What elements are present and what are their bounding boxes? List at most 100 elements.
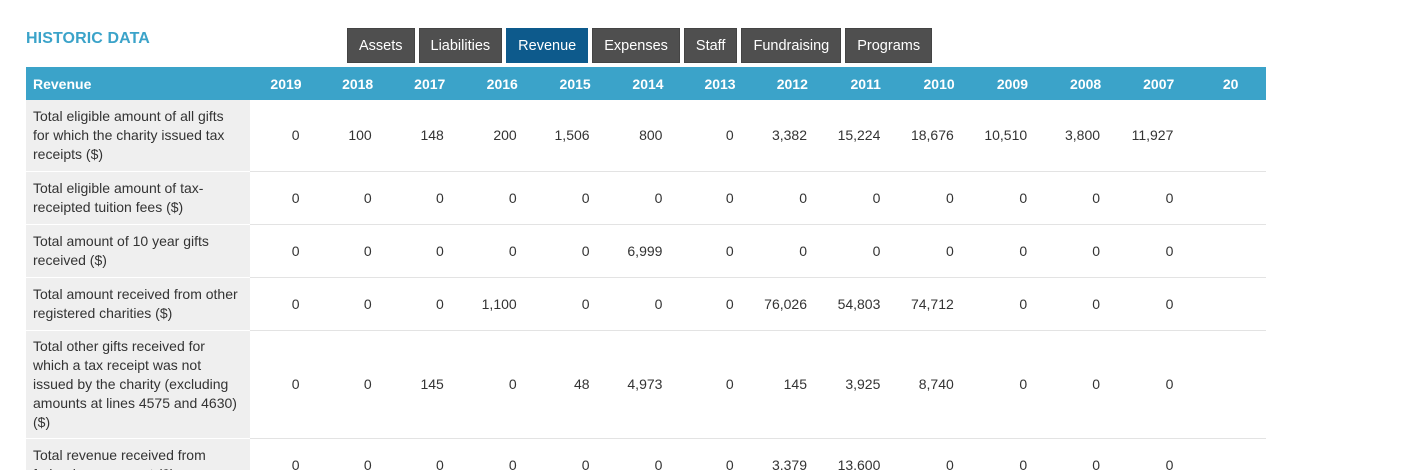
- table-cell: 0: [902, 438, 976, 470]
- table-cell: 3,800: [1049, 100, 1123, 172]
- tab-revenue[interactable]: Revenue: [506, 28, 589, 63]
- tab-programs[interactable]: Programs: [845, 28, 933, 63]
- table-cell: [1195, 277, 1266, 331]
- year-header: 2016: [465, 67, 539, 100]
- tab-assets[interactable]: Assets: [347, 28, 415, 63]
- table-cell: 148: [393, 100, 466, 172]
- table-cell: 0: [1049, 277, 1123, 331]
- table-cell: 0: [465, 330, 539, 439]
- year-header: 2019: [250, 67, 322, 100]
- table-cell: 0: [250, 330, 322, 439]
- page-title: HISTORIC DATA: [26, 30, 150, 47]
- row-label: Total amount of 10 year gifts received (…: [26, 224, 251, 278]
- tab-expenses[interactable]: Expenses: [592, 28, 680, 63]
- table-cell: 18,676: [902, 100, 976, 172]
- table-cell: 0: [465, 224, 539, 278]
- year-header: 2017: [393, 67, 466, 100]
- table-cell: 0: [250, 100, 322, 172]
- table-cell: 0: [321, 330, 394, 439]
- table-header-row: Revenue 2019 2018 2017 2016 2015 2014 2013 2012…: [26, 67, 1266, 100]
- table-cell: 0: [1049, 330, 1123, 439]
- table-cell: 0: [321, 438, 394, 470]
- table-cell: 15,224: [829, 100, 903, 172]
- table-row: Total eligible amount of all gifts for w…: [26, 100, 1266, 172]
- historic-data-table-container[interactable]: Revenue 2019 2018 2017 2016 2015 2014 2013 2012…: [26, 67, 1266, 470]
- year-header: 2010: [902, 67, 976, 100]
- table-cell: 0: [465, 438, 539, 470]
- year-header: 2015: [538, 67, 612, 100]
- year-header: 20: [1195, 67, 1266, 100]
- table-cell: 0: [684, 438, 756, 470]
- table-cell: 0: [321, 171, 394, 225]
- table-cell: 0: [1122, 438, 1196, 470]
- table-cell: 0: [611, 171, 685, 225]
- year-header: 2009: [975, 67, 1050, 100]
- table-cell: 0: [321, 224, 394, 278]
- year-header: 2011: [829, 67, 903, 100]
- table-cell: 0: [538, 438, 612, 470]
- table-cell: 0: [684, 100, 756, 172]
- table-cell: 0: [538, 277, 612, 331]
- table-cell: 1,100: [465, 277, 539, 331]
- tab-fundraising[interactable]: Fundraising: [741, 28, 842, 63]
- tab-liabilities[interactable]: Liabilities: [418, 28, 503, 63]
- table-cell: 4,973: [611, 330, 685, 439]
- table-row: Total eligible amount of tax-receipted t…: [26, 171, 1266, 225]
- table-cell: 48: [538, 330, 612, 439]
- table-cell: 0: [393, 171, 466, 225]
- table-cell: 3,925: [829, 330, 903, 439]
- table-cell: 76,026: [755, 277, 829, 331]
- table-cell: 0: [250, 171, 322, 225]
- year-header: 2012: [755, 67, 829, 100]
- table-cell: 0: [755, 224, 829, 278]
- table-cell: 0: [250, 277, 322, 331]
- table-cell: 0: [1122, 277, 1196, 331]
- tab-staff[interactable]: Staff: [683, 28, 738, 63]
- table-cell: 13,600: [829, 438, 903, 470]
- header-label: Revenue: [26, 67, 251, 100]
- year-header: 2018: [321, 67, 394, 100]
- table-row: Total revenue received from federal gove…: [26, 438, 1266, 470]
- table-row: Total amount of 10 year gifts received (…: [26, 224, 1266, 278]
- table-cell: 0: [250, 224, 322, 278]
- table-cell: 0: [465, 171, 539, 225]
- historic-data-table: Revenue 2019 2018 2017 2016 2015 2014 2013 2012…: [26, 67, 1266, 470]
- table-cell: [1195, 171, 1266, 225]
- table-cell: 0: [902, 224, 976, 278]
- table-cell: 0: [393, 277, 466, 331]
- table-cell: 0: [393, 224, 466, 278]
- table-cell: 0: [975, 438, 1050, 470]
- table-cell: 0: [829, 224, 903, 278]
- table-cell: 800: [611, 100, 685, 172]
- table-row: Total amount received from other registe…: [26, 277, 1266, 331]
- table-cell: 200: [465, 100, 539, 172]
- table-cell: 74,712: [902, 277, 976, 331]
- year-header: 2007: [1122, 67, 1196, 100]
- table-cell: 0: [684, 330, 756, 439]
- table-cell: 0: [1122, 171, 1196, 225]
- table-cell: 0: [1122, 224, 1196, 278]
- table-row: Total other gifts received for which a t…: [26, 330, 1266, 439]
- year-header: 2013: [684, 67, 756, 100]
- table-cell: 0: [250, 438, 322, 470]
- year-header: 2014: [611, 67, 685, 100]
- table-cell: 0: [684, 224, 756, 278]
- table-cell: 10,510: [975, 100, 1050, 172]
- row-label: Total eligible amount of tax-receipted t…: [26, 171, 251, 225]
- table-cell: 11,927: [1122, 100, 1196, 172]
- row-label: Total other gifts received for which a t…: [26, 330, 251, 439]
- row-label: Total amount received from other registe…: [26, 277, 251, 331]
- table-cell: 0: [1049, 224, 1123, 278]
- table-cell: 0: [1049, 171, 1123, 225]
- table-cell: 0: [538, 171, 612, 225]
- table-cell: 0: [684, 277, 756, 331]
- table-cell: 3,379: [755, 438, 829, 470]
- year-header: 2008: [1049, 67, 1123, 100]
- table-cell: 0: [975, 171, 1050, 225]
- table-cell: 8,740: [902, 330, 976, 439]
- row-label: Total revenue received from federal gove…: [26, 438, 251, 470]
- table-cell: 0: [321, 277, 394, 331]
- table-cell: [1195, 438, 1266, 470]
- table-cell: 0: [538, 224, 612, 278]
- table-cell: 0: [755, 171, 829, 225]
